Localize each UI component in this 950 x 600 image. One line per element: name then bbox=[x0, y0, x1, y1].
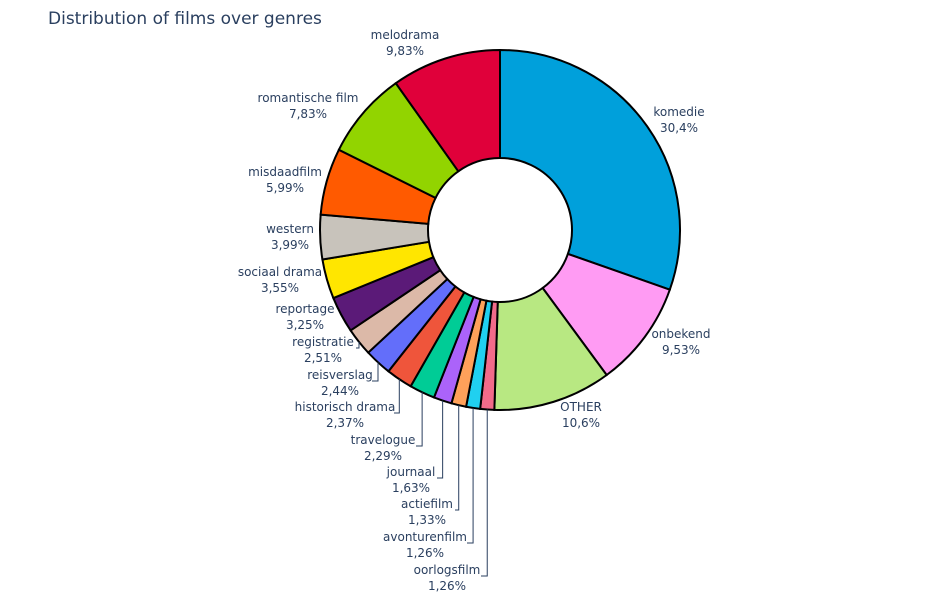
slice-label-western: western bbox=[266, 222, 314, 236]
slice-label-avonturenfilm: avonturenfilm bbox=[383, 530, 467, 544]
slice-percent-melodrama: 9,83% bbox=[386, 44, 424, 58]
slice-komedie[interactable] bbox=[499, 48, 681, 291]
leader-line-actiefilm bbox=[455, 405, 460, 511]
leader-line-oorlogsfilm bbox=[481, 409, 488, 577]
slice-label-misdaadfilm: misdaadfilm bbox=[248, 165, 322, 179]
leader-line-historisch-drama bbox=[394, 379, 400, 414]
leader-line-travelogue bbox=[416, 392, 423, 447]
leader-line-journaal bbox=[437, 400, 444, 479]
slice-percent-sociaal-drama: 3,55% bbox=[261, 281, 299, 295]
slice-percent-registratie: 2,51% bbox=[304, 351, 342, 365]
slice-percent-historisch-drama: 2,37% bbox=[326, 416, 364, 430]
slice-label-oorlogsfilm: oorlogsfilm bbox=[414, 563, 481, 577]
leader-line-avonturenfilm bbox=[467, 407, 474, 544]
slice-label-reisverslag: reisverslag bbox=[307, 368, 373, 382]
slice-label-melodrama: melodrama bbox=[371, 28, 440, 42]
slice-label-onbekend: onbekend bbox=[651, 327, 710, 341]
slice-label-reportage: reportage bbox=[275, 302, 334, 316]
slice-percent-actiefilm: 1,33% bbox=[408, 513, 446, 527]
slice-percent-onbekend: 9,53% bbox=[662, 343, 700, 357]
chart-title: Distribution of films over genres bbox=[48, 9, 322, 29]
slice-label-romantische-film: romantische film bbox=[258, 91, 359, 105]
slice-percent-reisverslag: 2,44% bbox=[321, 384, 359, 398]
slice-percent-komedie: 30,4% bbox=[660, 121, 698, 135]
slice-label-journaal: journaal bbox=[386, 465, 436, 479]
slice-label-registratie: registratie bbox=[292, 335, 354, 349]
slice-label-other: OTHER bbox=[560, 400, 602, 414]
slice-label-komedie: komedie bbox=[653, 105, 704, 119]
slice-label-historisch-drama: historisch drama bbox=[295, 400, 396, 414]
slice-label-actiefilm: actiefilm bbox=[401, 497, 453, 511]
slice-percent-other: 10,6% bbox=[562, 416, 600, 430]
slice-percent-reportage: 3,25% bbox=[286, 318, 324, 332]
slice-percent-western: 3,99% bbox=[271, 238, 309, 252]
slice-percent-romantische-film: 7,83% bbox=[289, 107, 327, 121]
slice-percent-travelogue: 2,29% bbox=[364, 449, 402, 463]
leader-line-registratie bbox=[356, 341, 360, 349]
slice-percent-oorlogsfilm: 1,26% bbox=[428, 579, 466, 593]
slice-label-travelogue: travelogue bbox=[351, 433, 416, 447]
slice-melodrama[interactable] bbox=[394, 48, 501, 173]
slice-percent-misdaadfilm: 5,99% bbox=[266, 181, 304, 195]
slice-percent-avonturenfilm: 1,26% bbox=[406, 546, 444, 560]
slice-percent-journaal: 1,63% bbox=[392, 481, 430, 495]
slice-label-sociaal-drama: sociaal drama bbox=[238, 265, 322, 279]
leader-line-reisverslag bbox=[372, 362, 379, 382]
